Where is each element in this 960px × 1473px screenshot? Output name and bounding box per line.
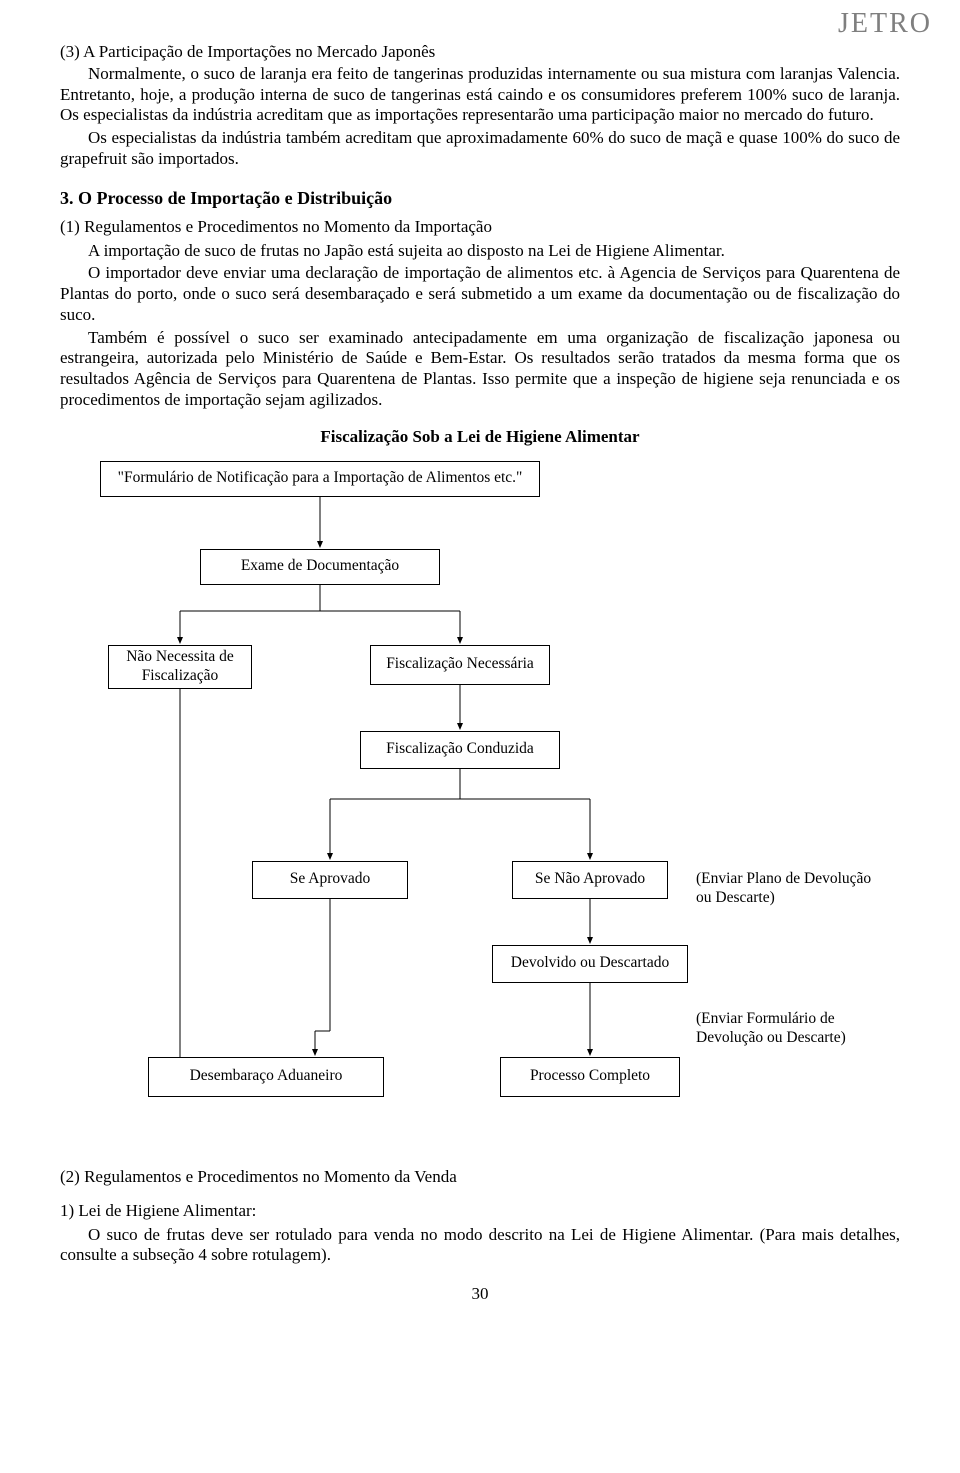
flow-label-send-plan: (Enviar Plano de Devolução ou Descarte)	[696, 869, 886, 908]
flow-node-not-approved-label: Se Não Aprovado	[535, 870, 645, 889]
subsection-2-title: (2) Regulamentos e Procedimentos no Mome…	[60, 1167, 900, 1187]
flow-node-approved-label: Se Aprovado	[290, 870, 371, 889]
section-3-para-1: Normalmente, o suco de laranja era feito…	[60, 64, 900, 126]
flow-node-inspection-needed-label: Fiscalização Necessária	[386, 655, 534, 674]
heading-3: 3. O Processo de Importação e Distribuiç…	[60, 188, 900, 209]
flow-node-inspection-conducted-label: Fiscalização Conduzida	[386, 740, 534, 759]
flowchart-title: Fiscalização Sob a Lei de Higiene Alimen…	[60, 427, 900, 447]
flow-node-no-inspection-label: Não Necessita de Fiscalização	[117, 648, 243, 685]
flow-node-customs-clearance: Desembaraço Aduaneiro	[148, 1057, 384, 1097]
sub1-para-2: O importador deve enviar uma declaração …	[60, 263, 900, 325]
flow-node-exam-docs: Exame de Documentação	[200, 549, 440, 585]
section-3-title: (3) A Participação de Importações no Mer…	[60, 42, 900, 62]
flow-node-approved: Se Aprovado	[252, 861, 408, 899]
flow-node-exam-docs-label: Exame de Documentação	[241, 557, 399, 576]
flow-node-no-inspection: Não Necessita de Fiscalização	[108, 645, 252, 689]
sub2-item1-body: O suco de frutas deve ser rotulado para …	[60, 1225, 900, 1266]
sub1-para-3: Também é possível o suco ser examinado a…	[60, 328, 900, 411]
flow-label-send-form: (Enviar Formulário de Devolução ou Desca…	[696, 1009, 896, 1048]
flow-node-inspection-conducted: Fiscalização Conduzida	[360, 731, 560, 769]
flow-node-returned-discarded: Devolvido ou Descartado	[492, 945, 688, 983]
sub1-para-1: A importação de suco de frutas no Japão …	[60, 241, 900, 262]
jetro-logo: JETRO	[838, 8, 932, 40]
flowchart-connectors	[60, 461, 900, 1161]
subsection-1-title: (1) Regulamentos e Procedimentos no Mome…	[60, 217, 900, 237]
flow-node-returned-discarded-label: Devolvido ou Descartado	[511, 954, 669, 973]
sub2-item1-title: 1) Lei de Higiene Alimentar:	[60, 1201, 900, 1221]
flow-node-form: "Formulário de Notificação para a Import…	[100, 461, 540, 497]
flow-node-not-approved: Se Não Aprovado	[512, 861, 668, 899]
flow-node-process-complete-label: Processo Completo	[530, 1067, 650, 1086]
section-3-para-2: Os especialistas da indústria também acr…	[60, 128, 900, 169]
flowchart: "Formulário de Notificação para a Import…	[60, 461, 900, 1161]
page-number: 30	[60, 1284, 900, 1304]
page-container: JETRO (3) A Participação de Importações …	[0, 0, 960, 1324]
flow-node-customs-clearance-label: Desembaraço Aduaneiro	[190, 1067, 343, 1086]
flow-node-process-complete: Processo Completo	[500, 1057, 680, 1097]
flow-node-inspection-needed: Fiscalização Necessária	[370, 645, 550, 685]
flow-node-form-label: "Formulário de Notificação para a Import…	[118, 469, 523, 488]
